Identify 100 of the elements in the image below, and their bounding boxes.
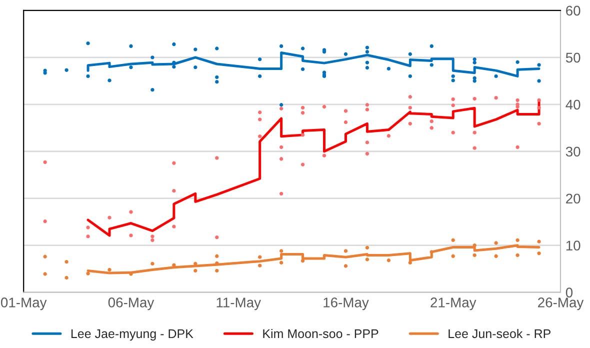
point: [451, 238, 455, 242]
point: [365, 258, 370, 262]
point: [430, 44, 434, 48]
point: [172, 189, 176, 193]
x-tick-label: 11-May: [216, 298, 261, 310]
point: [279, 145, 284, 149]
point: [451, 130, 455, 134]
point: [194, 262, 198, 266]
point: [64, 68, 68, 72]
point: [344, 52, 348, 56]
point: [279, 44, 284, 48]
point: [172, 263, 176, 267]
point: [150, 88, 154, 92]
point: [258, 57, 262, 62]
point: [408, 74, 412, 78]
point: [279, 192, 284, 196]
point: [516, 145, 520, 149]
point: [300, 67, 305, 71]
point: [43, 220, 47, 224]
point: [215, 80, 219, 84]
y-tick-label: 20: [566, 194, 580, 204]
point: [258, 255, 262, 259]
point: [386, 134, 391, 138]
point: [365, 140, 370, 144]
point: [300, 259, 305, 263]
y-tick-label: 10: [566, 240, 580, 251]
point: [43, 272, 47, 276]
point: [150, 234, 154, 238]
point: [279, 157, 284, 161]
point: [494, 74, 498, 78]
point: [215, 254, 219, 258]
y-tick-label: 50: [566, 52, 580, 63]
point: [472, 130, 476, 134]
point: [472, 146, 476, 150]
y-tick-label: 30: [566, 146, 580, 157]
point: [86, 272, 90, 276]
point: [472, 253, 476, 258]
point: [430, 63, 434, 67]
point: [365, 103, 370, 107]
point: [344, 264, 348, 268]
point: [344, 249, 348, 253]
point: [365, 50, 370, 54]
point: [451, 78, 455, 82]
point: [258, 118, 262, 122]
point: [494, 96, 498, 100]
point: [300, 46, 305, 50]
point: [279, 260, 284, 265]
point: [86, 74, 90, 78]
x-tick-label: 06-May: [108, 298, 154, 310]
point: [408, 52, 412, 56]
point: [537, 98, 541, 102]
point: [215, 236, 219, 240]
point: [516, 238, 520, 242]
point: [86, 234, 90, 238]
point: [258, 134, 262, 138]
point: [108, 78, 112, 82]
point: [516, 98, 520, 102]
legend-label: Kim Moon-soo - PPP: [263, 328, 378, 338]
point: [215, 156, 219, 160]
point: [365, 46, 370, 50]
point: [194, 48, 198, 52]
x-tick-label: 26-May: [538, 298, 584, 310]
y-tick-label: 60: [566, 6, 580, 16]
point: [258, 74, 262, 78]
point: [194, 65, 198, 70]
line-series: [86, 100, 540, 237]
point: [43, 160, 47, 164]
point: [300, 111, 305, 115]
point: [215, 46, 219, 50]
point: [43, 71, 47, 75]
point: [258, 110, 262, 114]
point: [516, 60, 520, 64]
point: [472, 60, 476, 64]
legend-label: Lee Jun-seok - RP: [448, 328, 550, 338]
point: [537, 63, 541, 67]
point: [451, 97, 455, 102]
point: [451, 254, 455, 258]
point: [279, 249, 284, 253]
point: [64, 276, 68, 280]
line-series: [86, 51, 540, 78]
point: [494, 241, 498, 245]
point: [172, 161, 176, 165]
point: [86, 41, 90, 46]
point: [408, 106, 412, 110]
point: [344, 120, 348, 124]
point: [386, 66, 391, 71]
point: [408, 95, 412, 99]
point: [451, 74, 455, 78]
point: [150, 56, 154, 60]
point: [451, 104, 455, 108]
point: [537, 240, 541, 244]
point: [215, 268, 219, 273]
point: [472, 57, 476, 62]
point: [344, 109, 348, 113]
point: [172, 64, 176, 69]
point: [537, 106, 541, 110]
point: [64, 260, 68, 264]
point: [194, 268, 198, 273]
point: [300, 133, 305, 137]
x-tick-label: 21-May: [430, 298, 476, 310]
